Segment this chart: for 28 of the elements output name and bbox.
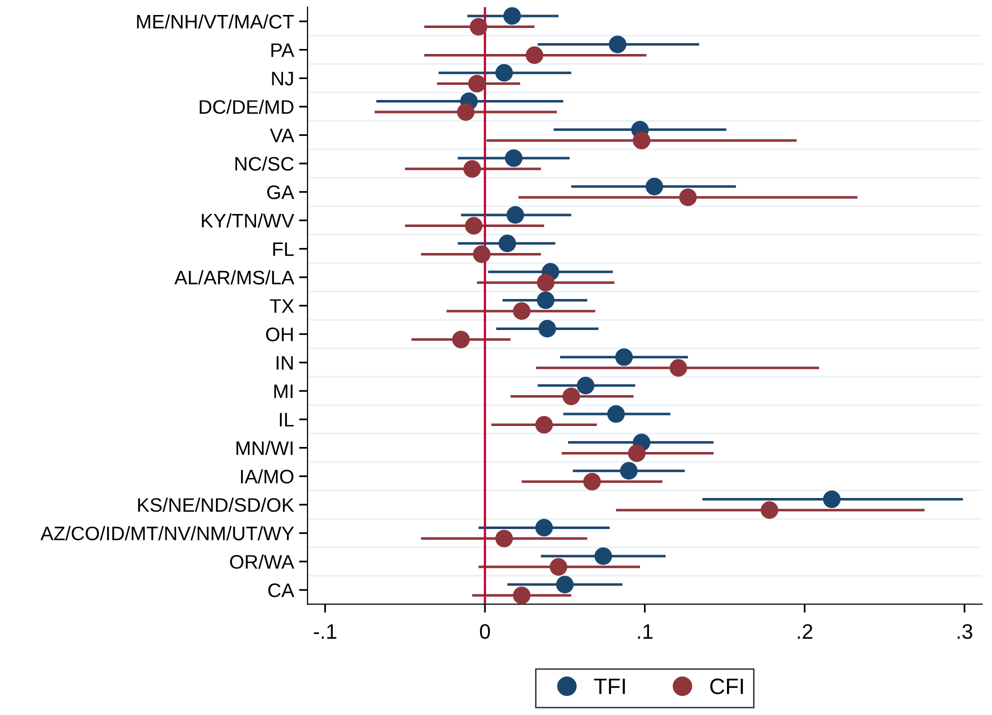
y-tick-label: IL [280, 413, 294, 426]
y-tick-label: NJ [272, 72, 293, 86]
y-tick-label: KS/NE/ND/SD/OK [138, 498, 294, 512]
x-tick-label: 0 [480, 624, 490, 639]
y-tick-label: NC/SC [235, 156, 294, 171]
y-tick-label: AZ/CO/ID/MT/NV/NM/UT/WY [40, 526, 294, 540]
y-tick-label: CA [268, 583, 294, 598]
y-tick-label: DC/DE/MD [200, 100, 294, 114]
x-tick-label: .1 [638, 624, 652, 639]
y-tick-label: GA [267, 185, 294, 200]
y-tick-label: KY/TN/WV [202, 213, 294, 228]
y-tick-label: OR/WA [230, 554, 294, 569]
y-tick-label: AL/AR/MS/LA [174, 270, 294, 284]
x-tick-label: .2 [798, 624, 812, 639]
y-tick-label: VA [270, 128, 294, 142]
x-tick-label: -.1 [314, 624, 336, 639]
y-tick-label: PA [271, 43, 294, 57]
y-tick-label: IN [276, 356, 293, 370]
y-tick-label: IA/MO [241, 469, 294, 484]
legend-label: CFI [710, 678, 743, 694]
y-tick-label: TX [270, 299, 294, 313]
y-tick-label: OH [266, 328, 293, 342]
y-tick-label: FL [273, 242, 294, 256]
legend-label: TFI [594, 678, 625, 694]
x-tick-label: .3 [958, 624, 972, 639]
y-tick-label: ME/NH/VT/MA/CT [137, 14, 294, 29]
y-tick-label: MI [274, 384, 293, 398]
y-tick-label: MN/WI [236, 440, 293, 456]
